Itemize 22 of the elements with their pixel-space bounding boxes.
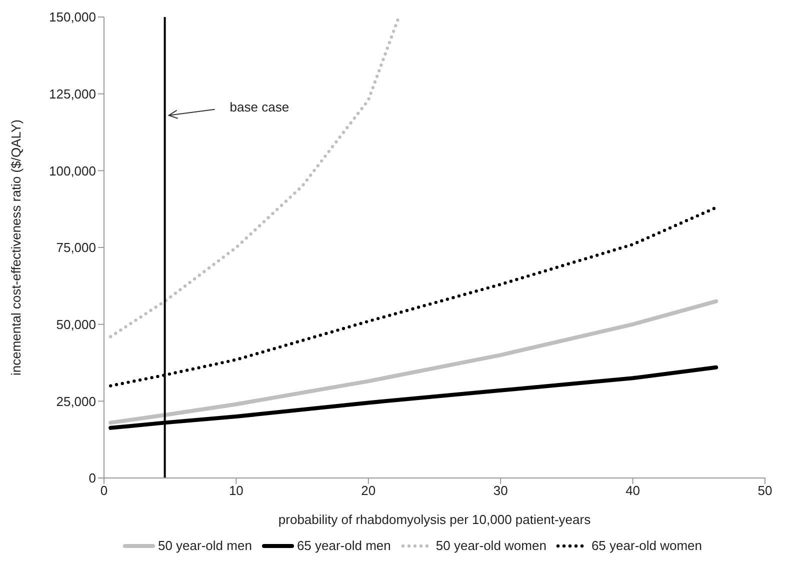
x-tick-label: 0 [100, 483, 108, 498]
y-tick-label: 125,000 [49, 86, 96, 102]
y-tick-label: 25,000 [56, 394, 96, 409]
y-tick-label: 100,000 [49, 163, 96, 178]
legend-label: 50 year-old men [158, 538, 252, 553]
y-tick-label: 50,000 [56, 316, 96, 332]
legend-label: 50 year-old women [436, 538, 546, 553]
y-axis-title: incemental cost-effectiveness ratio ($/QALY) [8, 119, 24, 376]
line-series [109, 17, 400, 338]
x-tick-label: 30 [493, 483, 508, 498]
legend-label: 65 year-old men [296, 538, 391, 553]
y-tick-label: 75,000 [56, 240, 96, 256]
x-tick-label: 20 [361, 483, 376, 498]
y-tick-label: 150,000 [49, 10, 96, 25]
legend-label: 65 year-old women [591, 538, 702, 553]
line-series [108, 299, 718, 425]
x-tick-label: 10 [228, 483, 244, 498]
x-axis-title: probability of rhabdomyolysis per 10,000 patient-years [278, 512, 592, 527]
annotation: base case [230, 99, 290, 114]
x-tick-label: 50 [758, 483, 772, 498]
y-tick-label: 0 [88, 470, 96, 486]
x-tick-label: 40 [626, 483, 640, 498]
